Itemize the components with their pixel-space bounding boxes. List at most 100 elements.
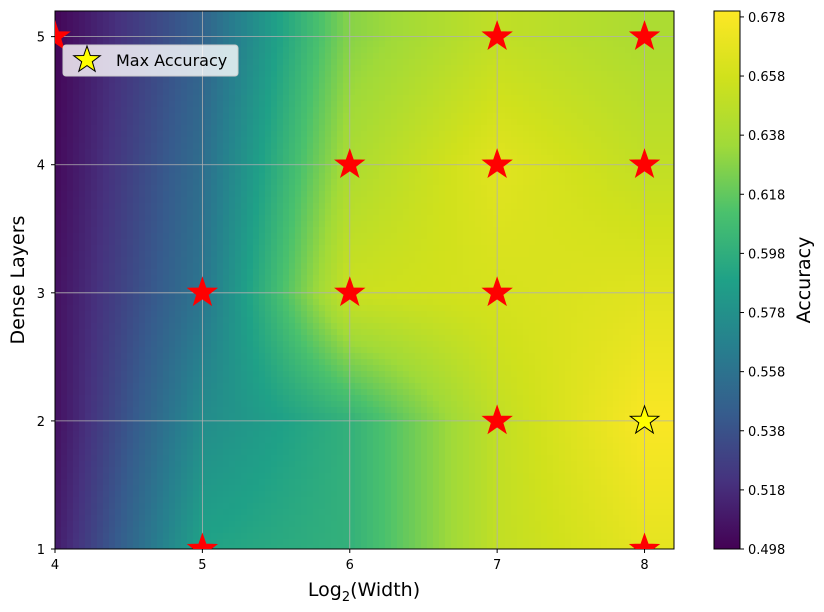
heat-cell (241, 17, 248, 24)
heat-cell (223, 425, 230, 432)
heat-cell (355, 359, 362, 366)
heat-cell (241, 443, 248, 450)
heat-cell (307, 131, 314, 138)
heat-cell (361, 11, 368, 18)
heat-cell (385, 107, 392, 114)
heat-cell (367, 245, 374, 252)
heat-cell (145, 143, 152, 150)
heat-cell (379, 203, 386, 210)
heat-cell (133, 437, 140, 444)
heat-cell (91, 521, 98, 528)
heat-cell (361, 383, 368, 390)
heat-cell (133, 239, 140, 246)
heat-cell (319, 71, 326, 78)
heat-cell (271, 299, 278, 306)
heat-cell (259, 515, 266, 522)
heat-cell (151, 449, 158, 456)
heat-cell (349, 89, 356, 96)
heat-cell (235, 203, 242, 210)
heat-cell (361, 461, 368, 468)
heat-cell (241, 497, 248, 504)
heat-cell (67, 149, 74, 156)
heat-cell (325, 371, 332, 378)
heat-cell (355, 323, 362, 330)
heat-cell (229, 449, 236, 456)
heat-cell (271, 71, 278, 78)
heat-cell (277, 209, 284, 216)
heat-cell (91, 359, 98, 366)
heat-cell (97, 413, 104, 420)
heat-cell (61, 461, 68, 468)
heat-cell (313, 257, 320, 264)
heat-cell (271, 389, 278, 396)
heat-cell (115, 527, 122, 534)
heat-cell (181, 29, 188, 36)
heat-cell (145, 257, 152, 264)
heat-cell (271, 23, 278, 30)
heat-cell (145, 401, 152, 408)
heat-cell (85, 167, 92, 174)
heat-cell (355, 353, 362, 360)
heat-cell (265, 137, 272, 144)
heat-cell (163, 275, 170, 282)
heat-cell (265, 215, 272, 222)
heat-cell (265, 263, 272, 270)
heat-cell (79, 509, 86, 516)
heat-cell (67, 227, 74, 234)
heat-cell (79, 479, 86, 486)
heat-cell (133, 509, 140, 516)
heat-cell (175, 527, 182, 534)
heat-cell (319, 251, 326, 258)
heat-cell (349, 419, 356, 426)
heat-cell (289, 377, 296, 384)
heat-cell (181, 173, 188, 180)
heat-cell (235, 155, 242, 162)
heat-cell (73, 209, 80, 216)
heat-cell (181, 509, 188, 516)
heat-cell (211, 263, 218, 270)
heat-cell (247, 95, 254, 102)
heat-cell (337, 113, 344, 120)
heat-cell (331, 257, 338, 264)
heat-cell (289, 29, 296, 36)
heat-cell (133, 455, 140, 462)
heat-cell (79, 35, 86, 42)
heat-cell (361, 149, 368, 156)
heat-cell (169, 275, 176, 282)
heat-cell (73, 281, 80, 288)
heat-cell (277, 269, 284, 276)
heat-cell (373, 395, 380, 402)
heat-cell (79, 323, 86, 330)
heat-cell (355, 251, 362, 258)
heat-cell (67, 545, 74, 549)
heat-cell (289, 443, 296, 450)
heat-cell (169, 203, 176, 210)
heat-cell (277, 389, 284, 396)
heat-cell (127, 191, 134, 198)
heat-cell (253, 113, 260, 120)
heat-cell (127, 221, 134, 228)
heat-cell (61, 431, 68, 438)
heat-cell (385, 125, 392, 132)
heat-cell (283, 275, 290, 282)
heat-cell (277, 149, 284, 156)
heat-cell (319, 293, 326, 300)
heat-cell (319, 521, 326, 528)
heat-cell (97, 479, 104, 486)
heat-cell (187, 539, 194, 546)
heat-cell (331, 341, 338, 348)
heat-cell (103, 353, 110, 360)
heat-cell (79, 203, 86, 210)
heat-cell (205, 455, 212, 462)
heat-cell (253, 323, 260, 330)
heat-cell (289, 383, 296, 390)
heat-cell (307, 455, 314, 462)
heat-cell (343, 185, 350, 192)
heat-cell (55, 407, 62, 414)
heat-cell (127, 263, 134, 270)
heat-cell (355, 89, 362, 96)
heat-cell (277, 221, 284, 228)
heat-cell (271, 239, 278, 246)
heat-cell (55, 245, 62, 252)
heat-cell (85, 509, 92, 516)
